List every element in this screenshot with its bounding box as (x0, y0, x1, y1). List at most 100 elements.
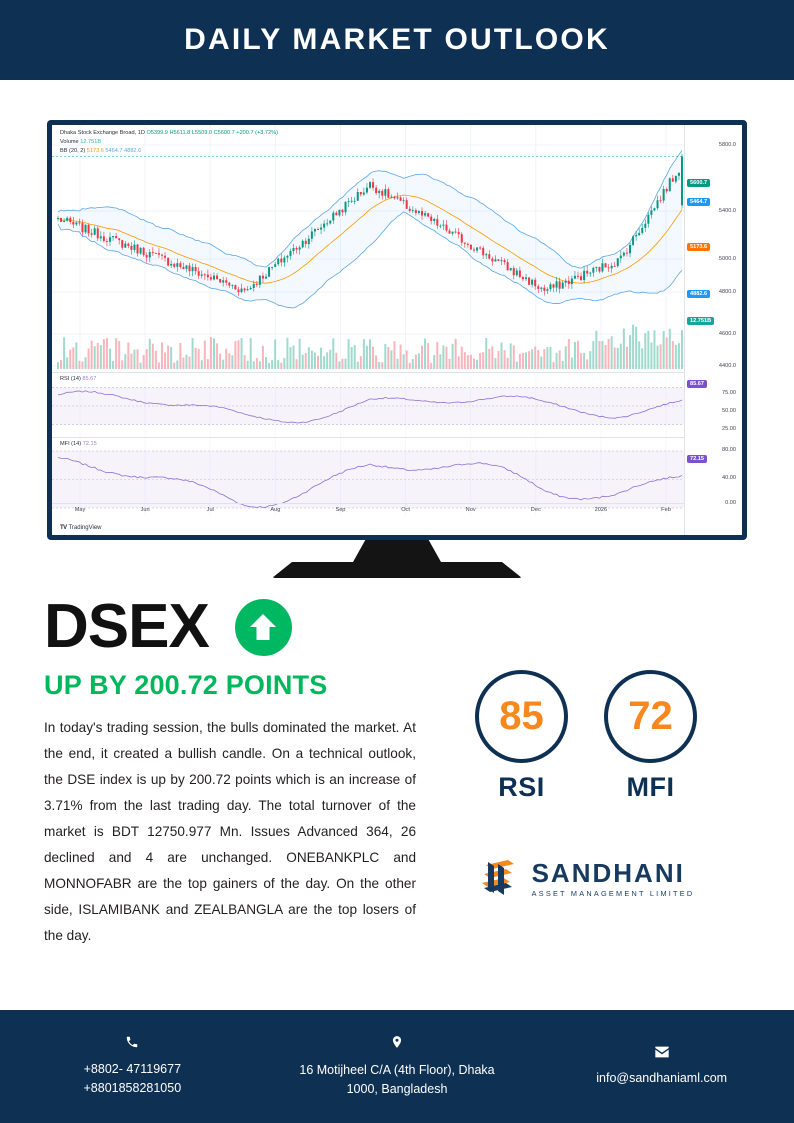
footer-phone-1[interactable]: +8802- 47119677 (83, 1062, 182, 1076)
price-badge-bb-basis: 5173.6 (687, 243, 711, 251)
mfi-legend: MFI (14) 72.15 (60, 441, 97, 447)
rsi-badge: 85.67 (687, 380, 707, 388)
price-tick: 4400.0 (718, 363, 736, 369)
bb-lower: 4882.6 (124, 148, 142, 154)
market-summary-text: In today's trading session, the bulls do… (44, 720, 416, 943)
gauge-group: 85 RSI 72 MFI (475, 670, 697, 803)
price-badge-volume: 12.751B (687, 317, 715, 325)
bb-basis: 5173.6 (86, 148, 104, 154)
gauge-rsi-value: 85 (499, 694, 544, 738)
price-tick: 5800.0 (718, 142, 736, 148)
time-tick: Jul (206, 507, 214, 513)
rsi-legend: RSI (14) 85.67 (60, 376, 96, 382)
rsi-value: 85.67 (82, 376, 97, 382)
rsi-tick: 50.00 (722, 408, 736, 414)
logo-text: SANDHANI ASSET MANAGEMENT LIMITED (532, 860, 695, 898)
volume-label: Volume (60, 139, 79, 145)
rsi-tick: 25.00 (722, 426, 736, 432)
time-tick: 2026 (594, 507, 608, 513)
price-tick: 4600.0 (718, 331, 736, 337)
price-tick: 5400.0 (718, 208, 736, 214)
tradingview-watermark: TV TradingView (60, 525, 102, 531)
company-logo: SANDHANI ASSET MANAGEMENT LIMITED (478, 855, 695, 903)
index-headline-row: DSEX (44, 596, 416, 658)
chart-legend: Dhaka Stock Exchange Broad, 1D O5399.9 H… (60, 129, 278, 156)
monitor-stand-base (272, 562, 522, 578)
ohlc-change: +200.7 (+3.72%) (236, 130, 278, 136)
gauge-mfi-circle: 72 (604, 670, 697, 763)
page-title: DAILY MARKET OUTLOOK (184, 23, 610, 56)
gauge-rsi-circle: 85 (475, 670, 568, 763)
time-tick: Feb (661, 507, 671, 513)
time-tick: Aug (270, 507, 281, 513)
rsi-tick: 75.00 (722, 390, 736, 396)
sandhani-mark-icon (481, 860, 514, 895)
time-tick: Sep (335, 507, 346, 513)
mfi-label: MFI (14) (60, 441, 82, 447)
mfi-tick: 40.00 (722, 475, 736, 481)
main-content: DSEX UP BY 200.72 POINTS In today's trad… (0, 578, 794, 949)
envelope-icon (529, 1045, 794, 1063)
gauge-rsi: 85 RSI (475, 670, 568, 803)
time-axis[interactable]: May Jun Jul Aug Sep Oct Nov Dec 2026 Feb (52, 503, 684, 517)
monitor-stand-neck (353, 540, 441, 562)
footer-address: 16 Motijheel C/A (4th Floor), Dhaka 1000… (265, 1034, 530, 1099)
chart-volume-line: Volume 12.751B (60, 138, 278, 147)
footer-email-address[interactable]: info@sandhaniaml.com (596, 1071, 728, 1085)
mfi-tick: 0.00 (725, 500, 736, 506)
chart-symbol: Dhaka Stock Exchange Broad, 1D (60, 130, 145, 136)
ohlc-close: C5600.7 (213, 130, 235, 136)
footer-email: info@sandhaniaml.com (529, 1045, 794, 1088)
ohlc-open: O5399.9 (146, 130, 168, 136)
mfi-tick: 80.00 (722, 447, 736, 453)
tradingview-label: TradingView (68, 525, 102, 531)
gauge-mfi-label: MFI (626, 772, 675, 802)
phone-icon (0, 1035, 265, 1054)
monitor-section: Dhaka Stock Exchange Broad, 1D O5399.9 H… (0, 80, 794, 578)
gauge-rsi-label: RSI (498, 772, 545, 802)
pane-divider-rsi (52, 372, 684, 373)
time-tick: Dec (530, 507, 541, 513)
gauge-mfi-value: 72 (628, 694, 673, 738)
page-header: DAILY MARKET OUTLOOK (0, 0, 794, 80)
tradingview-logo-icon: TV (60, 525, 67, 531)
logo-company-name: SANDHANI (531, 858, 685, 888)
time-tick: Jun (140, 507, 150, 513)
volume-value: 12.751B (80, 139, 102, 145)
monitor-frame: Dhaka Stock Exchange Broad, 1D O5399.9 H… (47, 120, 747, 540)
rsi-label: RSI (14) (60, 376, 81, 382)
arrow-up-glyph (250, 614, 277, 640)
footer-phone: +8802- 47119677 +8801858281050 (0, 1035, 265, 1098)
tradingview-chart[interactable]: Dhaka Stock Exchange Broad, 1D O5399.9 H… (52, 125, 742, 535)
price-badge-bb-upper: 5464.7 (687, 198, 711, 206)
arrow-up-icon (234, 598, 292, 656)
mfi-value: 72.15 (82, 441, 97, 447)
ohlc-low: L5509.0 (191, 130, 213, 136)
chart-canvas (52, 125, 694, 517)
time-tick: Oct (401, 507, 410, 513)
page-footer: +8802- 47119677 +8801858281050 16 Motijh… (0, 1010, 794, 1123)
price-tick: 5000.0 (718, 256, 736, 262)
time-tick: May (74, 507, 86, 513)
indicators-column: 85 RSI 72 MFI SANDHANI A (436, 596, 736, 949)
summary-column: DSEX UP BY 200.72 POINTS In today's trad… (44, 596, 416, 949)
chart-bb-line: BB (20, 2) 5173.6 5464.7 4882.6 (60, 147, 278, 156)
price-badge-bb-lower: 4882.6 (687, 290, 711, 298)
change-headline: UP BY 200.72 POINTS (44, 670, 328, 700)
footer-address-2: 1000, Bangladesh (346, 1082, 448, 1096)
pane-divider-mfi (52, 437, 684, 438)
footer-phone-2[interactable]: +8801858281050 (83, 1081, 182, 1095)
price-axis[interactable]: 5800.0 5400.0 5000.0 4800.0 4600.0 4400.… (684, 125, 742, 535)
logo-tagline: ASSET MANAGEMENT LIMITED (531, 889, 695, 898)
chart-symbol-line: Dhaka Stock Exchange Broad, 1D O5399.9 H… (60, 129, 278, 138)
index-name: DSEX (44, 592, 210, 661)
gauge-mfi: 72 MFI (604, 670, 697, 803)
footer-address-1: 16 Motijheel C/A (4th Floor), Dhaka (299, 1063, 495, 1077)
bb-upper: 5464.7 (105, 148, 123, 154)
price-badge-close: 5600.7 (687, 179, 711, 187)
time-tick: Nov (465, 507, 476, 513)
bb-label: BB (20, 2) (60, 148, 86, 154)
ohlc-high: H5611.8 (169, 130, 191, 136)
location-pin-icon (265, 1034, 530, 1055)
mfi-badge: 72.15 (687, 455, 707, 463)
